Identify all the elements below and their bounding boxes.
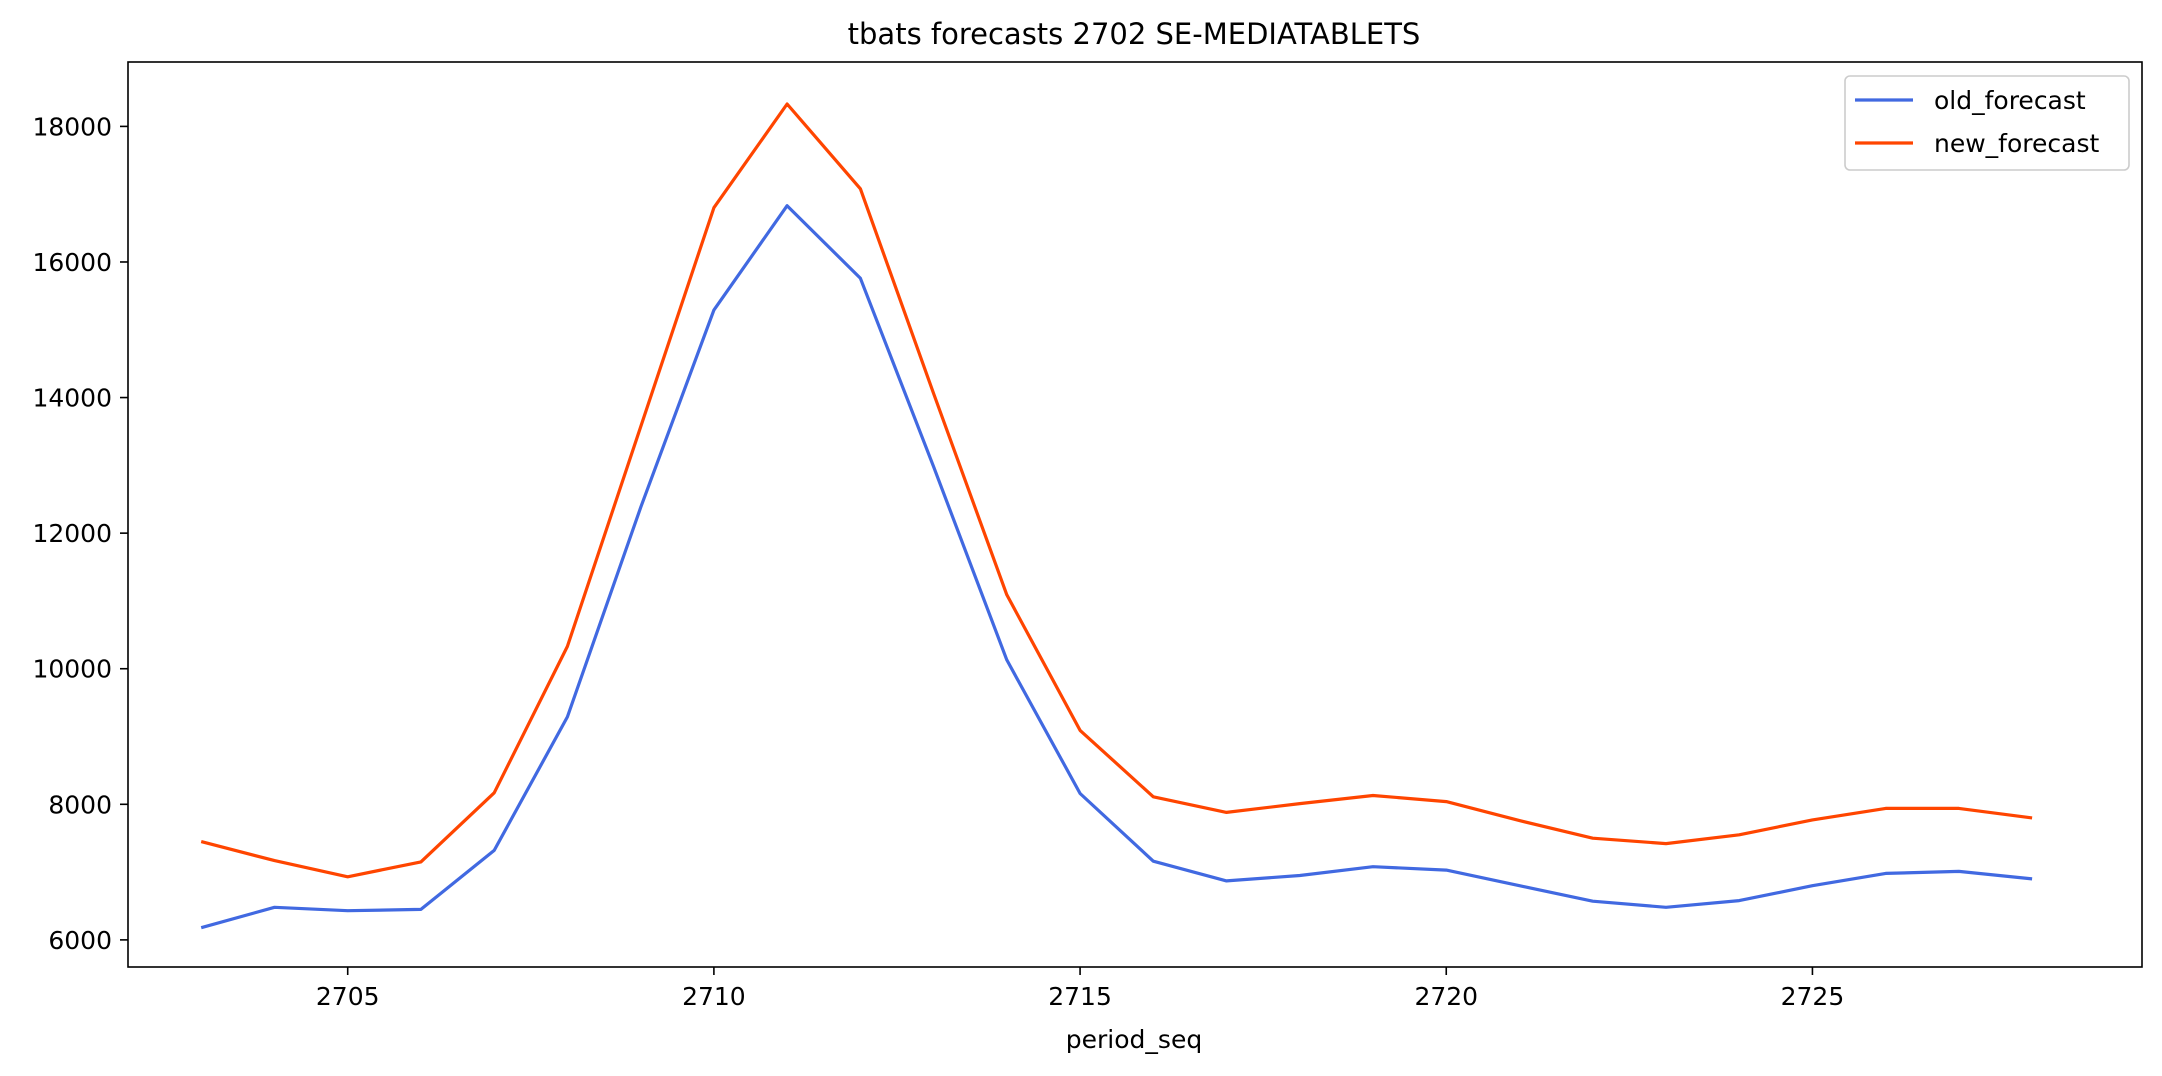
- legend-label: old_forecast: [1934, 86, 2086, 115]
- x-tick-label: 2715: [1048, 982, 1112, 1011]
- x-tick-label: 2710: [682, 982, 746, 1011]
- x-tick-label: 2720: [1414, 982, 1478, 1011]
- legend-frame: [1844, 75, 2130, 171]
- x-tick-label: 2725: [1781, 982, 1845, 1011]
- series-line-new-forecast: [200, 102, 2033, 879]
- legend: old_forecast new_forecast: [1844, 75, 2130, 171]
- x-axis: 2705 2710 2715 2720 2725: [316, 967, 1844, 1011]
- y-tick-label: 6000: [48, 926, 112, 955]
- legend-label: new_forecast: [1934, 129, 2099, 158]
- plot-area: [127, 61, 2143, 968]
- y-tick-label: 18000: [32, 112, 112, 141]
- x-axis-label: period_seq: [1066, 1025, 1202, 1054]
- y-axis: 6000 8000 10000 12000 14000 16000 18000: [32, 112, 128, 955]
- y-tick-label: 14000: [32, 384, 112, 413]
- series-line-old-forecast: [200, 204, 2033, 930]
- series-layer: [200, 102, 2033, 930]
- y-tick-label: 16000: [32, 248, 112, 277]
- y-tick-label: 12000: [32, 519, 112, 548]
- chart-title: tbats forecasts 2702 SE-MEDIATABLETS: [848, 17, 1421, 51]
- y-tick-label: 10000: [32, 655, 112, 684]
- y-tick-label: 8000: [48, 790, 112, 819]
- x-tick-label: 2705: [316, 982, 380, 1011]
